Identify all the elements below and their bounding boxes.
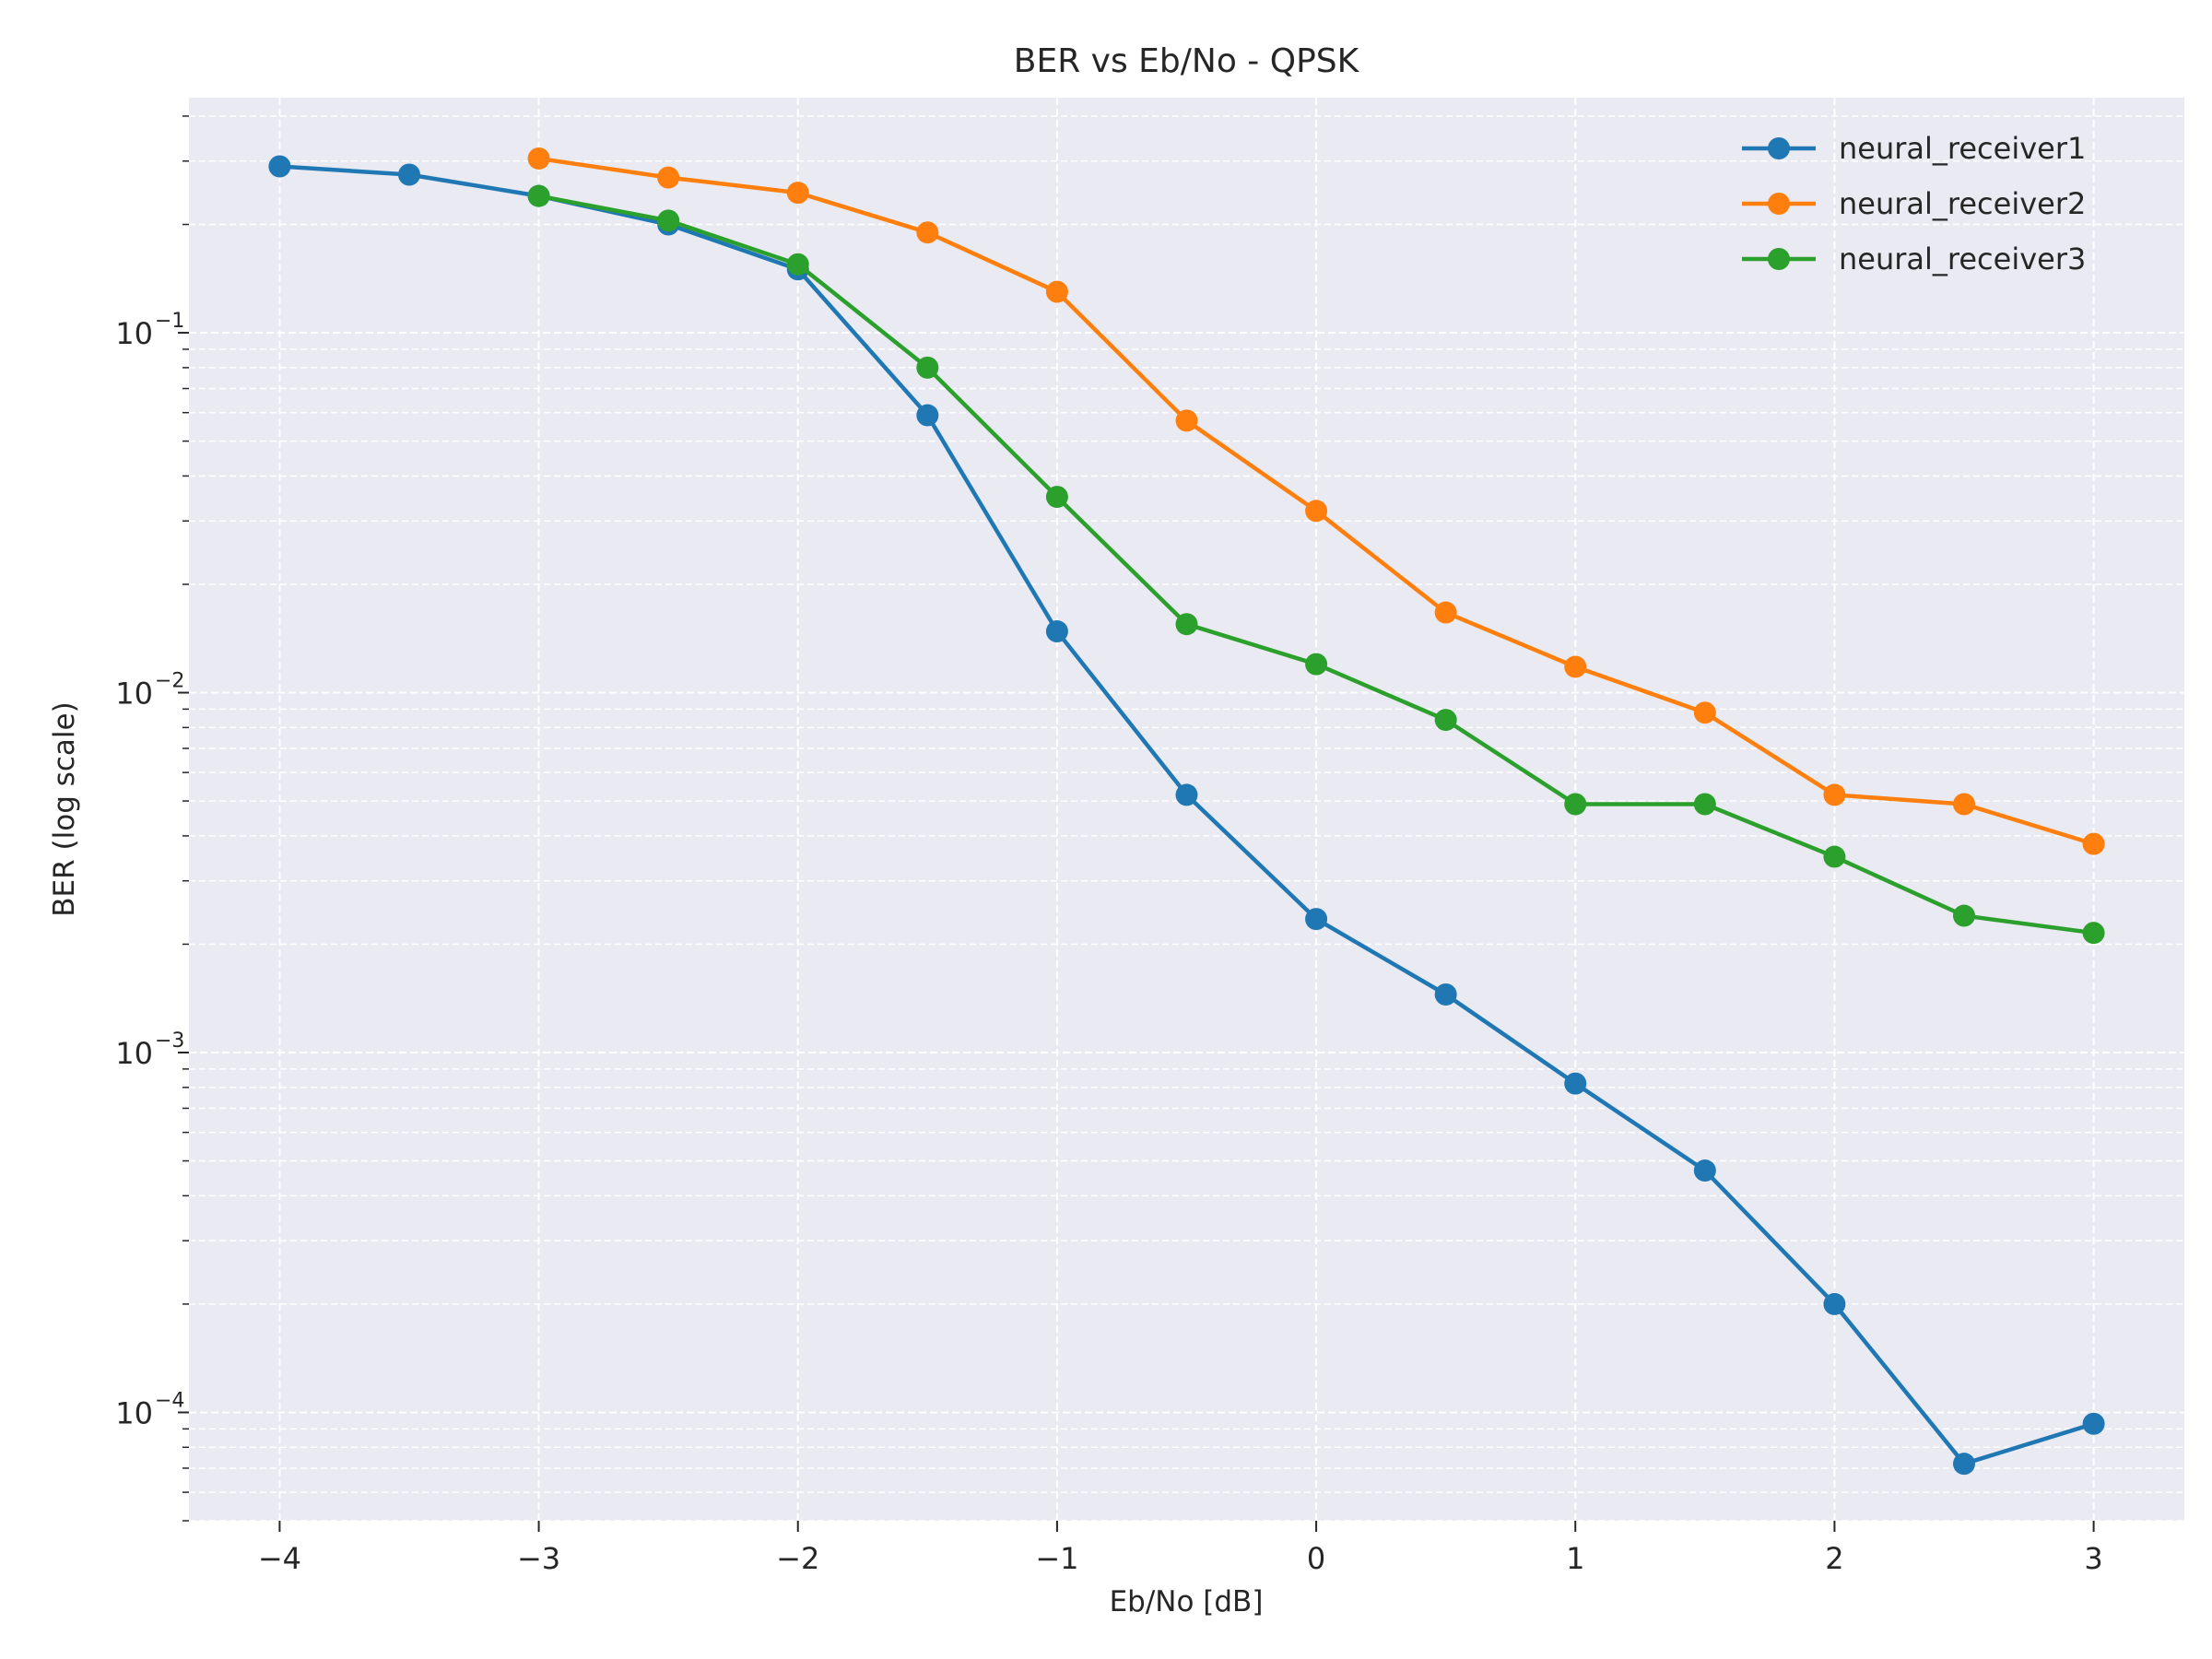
data-point bbox=[1823, 1292, 1846, 1315]
data-point bbox=[1693, 701, 1716, 724]
x-axis-label: Eb/No [dB] bbox=[1110, 1585, 1264, 1618]
legend-item: neural_receiver1 bbox=[1742, 131, 2086, 166]
y-tick-label: 10 bbox=[115, 1036, 153, 1071]
data-point bbox=[786, 253, 809, 276]
y-tick-label: 10 bbox=[115, 316, 153, 351]
x-tick-label: 2 bbox=[1825, 1541, 1843, 1576]
legend-marker bbox=[1768, 137, 1790, 159]
data-point bbox=[657, 166, 680, 189]
legend-label: neural_receiver1 bbox=[1839, 131, 2086, 166]
data-point bbox=[2082, 1412, 2105, 1435]
plot-background bbox=[189, 98, 2184, 1521]
x-tick-label: 3 bbox=[2084, 1541, 2102, 1576]
data-point bbox=[1305, 500, 1328, 523]
data-point bbox=[1045, 280, 1068, 303]
x-tick-label: −1 bbox=[1035, 1541, 1078, 1576]
data-point bbox=[527, 184, 550, 207]
y-tick-label: 10 bbox=[115, 1395, 153, 1430]
data-point bbox=[1953, 1453, 1976, 1476]
y-tick-exponent: −2 bbox=[155, 670, 184, 693]
data-point bbox=[1175, 409, 1198, 432]
data-point bbox=[1693, 793, 1716, 816]
data-point bbox=[1045, 486, 1068, 509]
data-point bbox=[527, 147, 550, 170]
series-neural_receiver2 bbox=[527, 147, 2105, 855]
data-point bbox=[1175, 783, 1198, 806]
data-point bbox=[1434, 601, 1457, 624]
data-point bbox=[1305, 653, 1328, 676]
series-neural_receiver3 bbox=[527, 184, 2105, 945]
data-point bbox=[2082, 832, 2105, 855]
grid bbox=[189, 98, 2184, 1522]
data-point bbox=[1175, 613, 1198, 636]
legend: neural_receiver1 neural_receiver2 neural_r… bbox=[1742, 131, 2086, 276]
y-tick-exponent: −1 bbox=[155, 310, 184, 333]
y-tick-label: 10 bbox=[115, 677, 153, 712]
data-point bbox=[1564, 655, 1587, 678]
data-point bbox=[1693, 1159, 1716, 1182]
y-tick-exponent: −4 bbox=[155, 1389, 184, 1412]
legend-label: neural_receiver3 bbox=[1839, 241, 2086, 276]
legend-item: neural_receiver2 bbox=[1742, 186, 2086, 221]
y-tick-exponent: −3 bbox=[155, 1030, 184, 1053]
data-point bbox=[916, 221, 939, 244]
legend-label: neural_receiver2 bbox=[1839, 186, 2086, 221]
y-axis-label: BER (log scale) bbox=[48, 701, 81, 916]
data-point bbox=[1823, 783, 1846, 806]
x-tick-label: −2 bbox=[776, 1541, 819, 1576]
data-point bbox=[268, 155, 291, 178]
axes: 10−110−210−310 −4−4 −3 −2 −1 0 1 2 3 bbox=[115, 115, 2103, 1576]
x-tick-label: 0 bbox=[1307, 1541, 1325, 1576]
x-tick-label: −4 bbox=[258, 1541, 301, 1576]
data-point bbox=[1823, 845, 1846, 868]
data-point bbox=[1953, 793, 1976, 816]
data-point bbox=[1564, 793, 1587, 816]
data-point bbox=[397, 163, 420, 186]
x-tick-label: −3 bbox=[517, 1541, 560, 1576]
legend-marker bbox=[1768, 248, 1790, 270]
data-point bbox=[1305, 908, 1328, 931]
legend-marker bbox=[1768, 193, 1790, 215]
chart-title: BER vs Eb/No - QPSK bbox=[1014, 42, 1360, 80]
data-point bbox=[916, 356, 939, 379]
data-point bbox=[1564, 1072, 1587, 1095]
data-point bbox=[916, 404, 939, 427]
series-layer bbox=[268, 147, 2105, 1476]
data-point bbox=[1434, 709, 1457, 732]
data-point bbox=[786, 182, 809, 205]
data-point bbox=[1434, 982, 1457, 1006]
data-point bbox=[2082, 922, 2105, 945]
data-point bbox=[657, 209, 680, 232]
data-point bbox=[1953, 904, 1976, 927]
data-point bbox=[1045, 620, 1068, 643]
x-tick-label: 1 bbox=[1566, 1541, 1584, 1576]
legend-item: neural_receiver3 bbox=[1742, 241, 2086, 276]
